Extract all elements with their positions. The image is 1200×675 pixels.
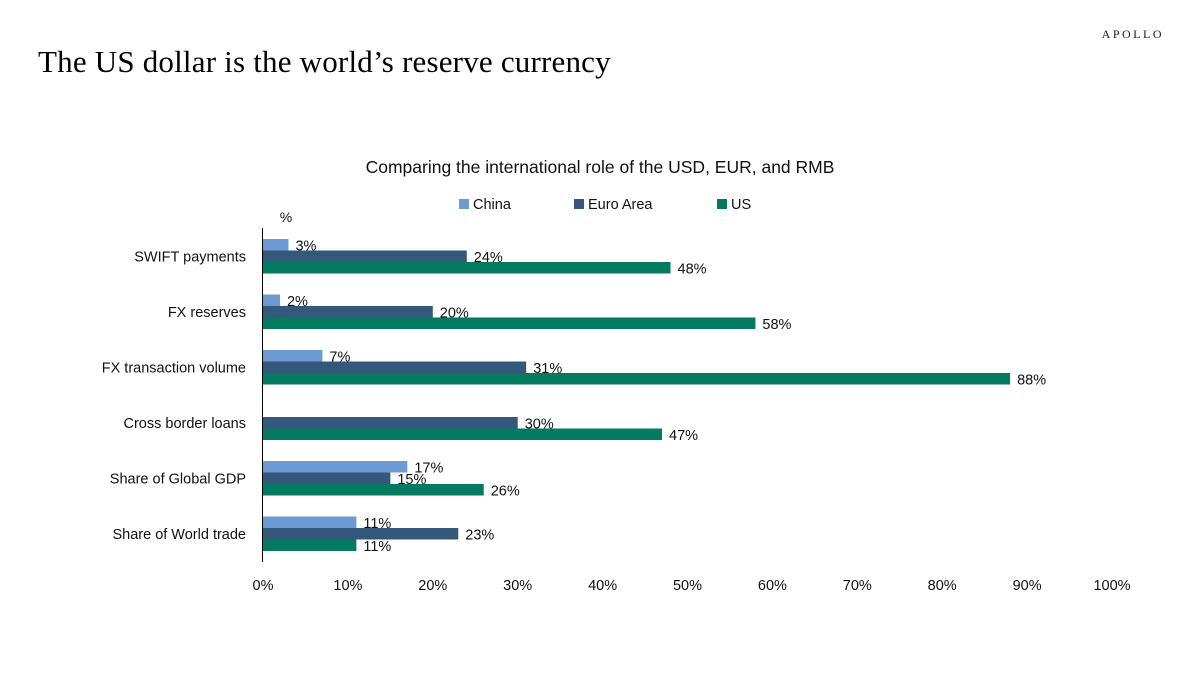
category-label-0: SWIFT payments: [134, 249, 246, 265]
value-label-1-1: 20%: [440, 305, 469, 321]
category-label-4: Share of Global GDP: [110, 471, 246, 487]
value-label-2-1: 58%: [762, 317, 791, 333]
legend: China Euro Area US: [459, 197, 751, 213]
x-tick-label-5: 50%: [673, 578, 702, 594]
value-label-1-5: 23%: [465, 527, 494, 543]
bar-2-5: [263, 539, 357, 551]
x-tick-label-7: 70%: [843, 578, 872, 594]
chart-title: Comparing the international role of the …: [366, 157, 835, 177]
category-label-2: FX transaction volume: [102, 360, 246, 376]
bar-0-2: [263, 350, 323, 362]
bar-1-3: [263, 417, 518, 429]
bar-2-4: [263, 484, 484, 496]
page-title: The US dollar is the world’s reserve cur…: [38, 44, 611, 79]
value-label-2-3: 47%: [669, 428, 698, 444]
x-tick-label-3: 30%: [503, 578, 532, 594]
bar-0-1: [263, 294, 280, 306]
value-labels: 3% 24% 48% 2% 20% 58% 7% 31% 88% 30% 47% 17%15% 26% 1…: [287, 238, 1046, 555]
bar-2-3: [263, 428, 663, 440]
bar-1-5: [263, 528, 459, 540]
value-label-0-1: 2%: [287, 294, 308, 310]
bar-0-4: [263, 461, 408, 473]
x-tick-label-6: 60%: [758, 578, 787, 594]
bars: [263, 239, 1011, 551]
x-tick-label-10: 100%: [1093, 578, 1130, 594]
value-label-0-0: 3%: [295, 238, 316, 254]
unit-label: %: [280, 209, 292, 225]
value-label-0-4: 17%: [414, 460, 443, 476]
category-label-3: Cross border loans: [124, 416, 247, 432]
value-label-0-2: 7%: [329, 349, 350, 365]
bar-1-0: [263, 250, 467, 262]
legend-swatch-0: [459, 199, 469, 209]
x-tick-label-9: 90%: [1013, 578, 1042, 594]
legend-swatch-2: [717, 199, 727, 209]
value-label-2-2: 88%: [1017, 372, 1046, 388]
bar-1-4: [263, 472, 391, 484]
bar-0-5: [263, 516, 357, 528]
x-tick-label-8: 80%: [928, 578, 957, 594]
x-axis-tick-labels: 0% 10% 20% 30% 40% 50% 60% 70% 80% 90% 100%: [253, 578, 1131, 594]
bar-2-2: [263, 373, 1011, 385]
value-label-1-0: 24%: [474, 250, 503, 266]
legend-swatch-1: [574, 199, 584, 209]
x-tick-label-4: 40%: [588, 578, 617, 594]
value-label-2-4: 26%: [491, 483, 520, 499]
legend-label-1: Euro Area: [588, 197, 653, 213]
category-label-1: FX reserves: [168, 305, 246, 321]
value-label-1-2: 31%: [533, 361, 562, 377]
category-labels: SWIFT payments FX reserves FX transaction …: [102, 249, 246, 543]
category-label-5: Share of World trade: [112, 527, 246, 543]
value-label-1-4: 15%: [397, 472, 426, 488]
x-tick-label-1: 10%: [333, 578, 362, 594]
bar-1-1: [263, 306, 433, 318]
bar-1-2: [263, 361, 527, 373]
bar-2-1: [263, 317, 756, 329]
legend-label-2: US: [731, 197, 751, 213]
value-label-0-5: 11%: [363, 516, 391, 532]
value-label-2-5: 11%: [363, 539, 391, 555]
legend-label-0: China: [473, 197, 512, 213]
bar-0-0: [263, 239, 289, 251]
value-label-2-0: 48%: [678, 261, 707, 277]
bar-2-0: [263, 262, 671, 274]
x-tick-label-0: 0%: [253, 578, 274, 594]
value-label-1-3: 30%: [525, 416, 554, 432]
brand-logo: APOLLO: [1101, 27, 1164, 41]
x-tick-label-2: 20%: [418, 578, 447, 594]
